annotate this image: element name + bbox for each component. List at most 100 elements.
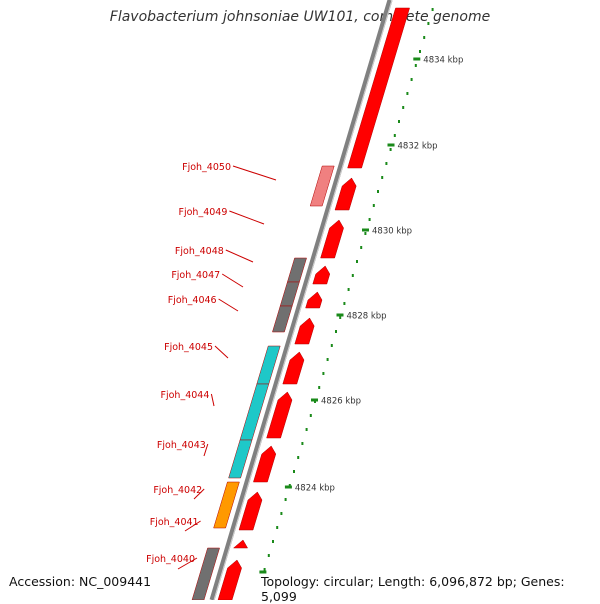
ruler-dot bbox=[360, 246, 363, 249]
backbone-highlight bbox=[213, 0, 393, 600]
reverse-gene-block bbox=[272, 305, 293, 333]
ruler-dot bbox=[318, 386, 321, 389]
gene-label-leader-line bbox=[210, 393, 215, 407]
ruler-major-tick bbox=[387, 143, 395, 147]
gene-label: Fjoh_4045 bbox=[164, 342, 213, 353]
gene-label-leader-line bbox=[229, 210, 265, 225]
reverse-gene-block bbox=[287, 257, 307, 283]
ruler-tick-label: 4824 kbp bbox=[295, 484, 335, 494]
forward-gene-arrow bbox=[334, 177, 357, 211]
ruler-tick-label: 4830 kbp bbox=[372, 227, 412, 237]
ruler-major-tick bbox=[362, 228, 369, 232]
forward-gene-arrow bbox=[217, 559, 242, 600]
ruler-dot bbox=[364, 232, 367, 235]
ruler-dot bbox=[293, 470, 295, 473]
forward-gene-arrow bbox=[320, 219, 344, 259]
gene-label-leader-line bbox=[232, 165, 277, 181]
ruler-dot bbox=[272, 540, 274, 543]
ruler-dot bbox=[339, 316, 342, 319]
gene-label: Fjoh_4049 bbox=[179, 207, 228, 218]
gene-label: Fjoh_4044 bbox=[161, 390, 210, 401]
ruler-dot bbox=[393, 134, 396, 137]
ruler-dot bbox=[372, 204, 375, 207]
reverse-strand-genes bbox=[191, 165, 335, 600]
ruler-dot bbox=[377, 190, 379, 193]
accession-text: Accession: NC_009441 bbox=[9, 574, 152, 589]
gene-label: Fjoh_4042 bbox=[153, 485, 202, 496]
ruler-dot bbox=[402, 106, 405, 109]
backbone-line bbox=[209, 0, 393, 600]
ruler-dot bbox=[385, 162, 388, 165]
ruler-dot bbox=[419, 50, 421, 53]
forward-strand-genes bbox=[217, 7, 410, 600]
reverse-gene-block bbox=[191, 547, 220, 600]
gene-label-leader-line bbox=[221, 273, 244, 288]
gene-label: Fjoh_4050 bbox=[182, 162, 231, 173]
gene-labels: Fjoh_4050 Fjoh_4049 Fjoh_4048 Fjoh_4047 Fjoh… bbox=[146, 162, 277, 570]
ruler: 4834 kbp 4832 kbp 4830 kbp 4828 kbp 4826 kbp… bbox=[259, 8, 463, 574]
forward-gene-arrow bbox=[282, 351, 305, 385]
ruler-dot bbox=[427, 22, 430, 25]
forward-gene-arrow bbox=[305, 291, 323, 309]
ruler-dot bbox=[368, 218, 371, 221]
ruler-dot bbox=[335, 330, 337, 333]
gene-label: Fjoh_4046 bbox=[168, 295, 217, 306]
ruler-dot bbox=[284, 498, 287, 501]
ruler-dot bbox=[301, 442, 304, 445]
gene-label-leader-line bbox=[177, 557, 198, 570]
ruler-dot bbox=[347, 288, 350, 291]
ruler-dot bbox=[309, 414, 312, 417]
gene-label-leader-line bbox=[203, 443, 209, 457]
ruler-dot bbox=[276, 526, 279, 529]
ruler-dot bbox=[406, 92, 409, 95]
forward-gene-arrow bbox=[347, 7, 410, 169]
reverse-gene-block bbox=[309, 165, 335, 207]
ruler-dot bbox=[263, 568, 266, 571]
ruler-dot bbox=[381, 176, 384, 179]
ruler-tick-label: 4828 kbp bbox=[347, 312, 387, 322]
ruler-dot bbox=[297, 456, 300, 459]
gene-label: Fjoh_4041 bbox=[150, 517, 199, 528]
ruler-dot bbox=[410, 78, 413, 81]
ruler-dot bbox=[351, 274, 354, 277]
forward-gene-arrow bbox=[232, 539, 249, 549]
ruler-tick-label: 4826 kbp bbox=[321, 397, 361, 407]
ruler-dot bbox=[330, 344, 333, 347]
reverse-gene-block bbox=[228, 439, 253, 479]
forward-gene-arrow bbox=[294, 317, 315, 345]
forward-gene-arrow bbox=[266, 391, 293, 439]
ruler-dot bbox=[356, 260, 358, 263]
gene-label-leader-line bbox=[184, 520, 201, 532]
ruler-dot bbox=[343, 302, 346, 305]
ruler-dot bbox=[326, 358, 329, 361]
ruler-dot bbox=[398, 120, 400, 123]
gene-label: Fjoh_4040 bbox=[146, 554, 195, 565]
reverse-gene-block bbox=[279, 281, 300, 307]
reverse-gene-block bbox=[213, 481, 240, 529]
ruler-dot bbox=[423, 36, 426, 39]
forward-gene-arrow bbox=[312, 265, 331, 285]
forward-gene-arrow bbox=[253, 445, 277, 483]
backbone-track bbox=[209, 0, 393, 600]
gene-label: Fjoh_4047 bbox=[171, 270, 220, 281]
ruler-tick-label: 4832 kbp bbox=[398, 142, 438, 152]
ruler-dot bbox=[280, 512, 283, 515]
gene-label-leader-line bbox=[225, 249, 254, 263]
ruler-dot bbox=[431, 8, 434, 11]
ruler-major-tick bbox=[336, 313, 344, 317]
ruler-major-tick bbox=[259, 570, 267, 574]
ruler-major-tick bbox=[311, 398, 318, 402]
ruler-dot bbox=[267, 554, 270, 557]
ruler-dot bbox=[322, 372, 325, 375]
gene-label-leader-line bbox=[214, 345, 229, 359]
ruler-dot bbox=[305, 428, 308, 431]
ruler-major-tick bbox=[413, 57, 421, 61]
forward-gene-arrow bbox=[238, 491, 263, 531]
ruler-dot bbox=[389, 148, 392, 151]
gene-label-leader-line bbox=[193, 488, 205, 500]
gene-label: Fjoh_4043 bbox=[157, 440, 206, 451]
gene-label-leader-line bbox=[218, 298, 239, 312]
ruler-major-tick bbox=[284, 485, 292, 489]
ruler-tick-label: 4834 kbp bbox=[423, 56, 463, 66]
